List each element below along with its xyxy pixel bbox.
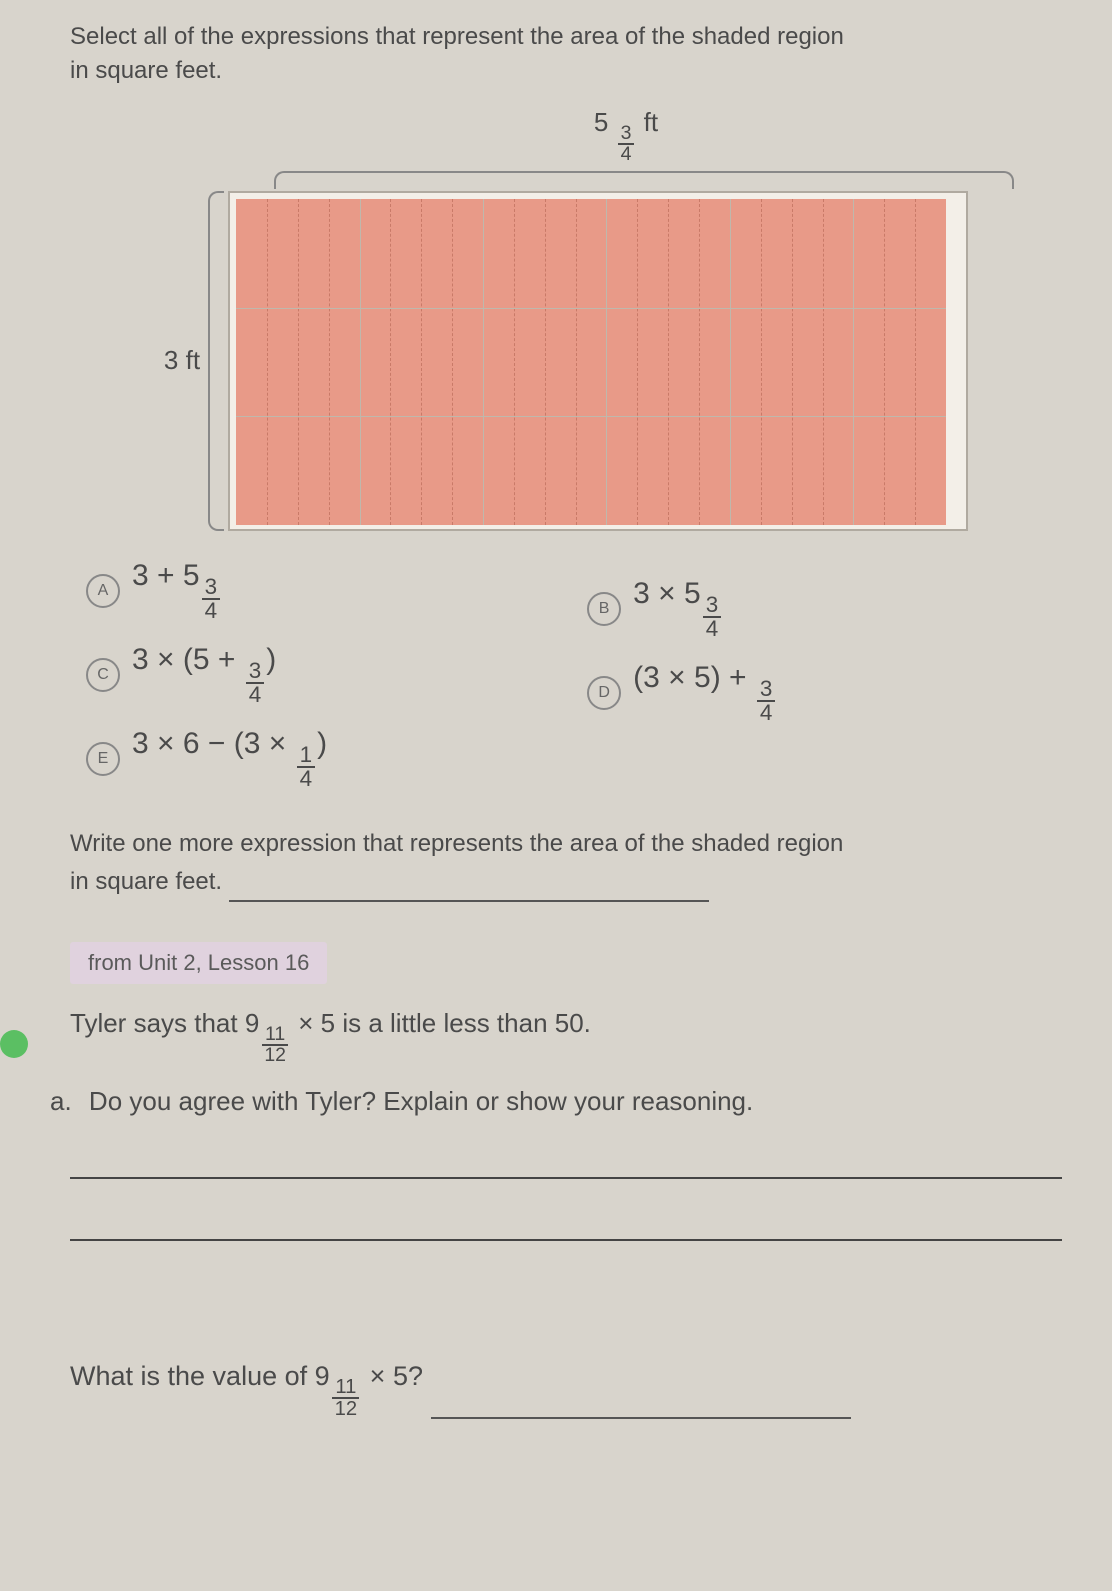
option-b-prefix: 3 × 5 (633, 577, 701, 610)
width-dimension-label: 5 3 4 ft (70, 107, 1062, 165)
width-frac-den: 4 (618, 145, 635, 165)
tyler-num: 11 (262, 1025, 288, 1047)
option-a-den: 4 (202, 600, 221, 623)
bottom-answer-blank[interactable] (431, 1387, 851, 1419)
option-d-num: 3 (757, 678, 776, 703)
option-b-num: 3 (703, 594, 722, 619)
option-e-letter: E (86, 742, 120, 776)
tyler-post: × 5 is a little less than 50. (291, 1008, 591, 1038)
question-prompt: Select all of the expressions that repre… (70, 20, 1062, 87)
option-e-prefix: 3 × 6 − (3 × (132, 727, 295, 760)
prompt-line-2: in square feet. (70, 57, 222, 84)
option-c-letter: C (86, 658, 120, 692)
height-dimension-label: 3 ft (164, 345, 200, 376)
bottom-question: What is the value of 91112 × 5? (70, 1361, 1062, 1420)
option-d-fraction: 34 (757, 678, 776, 725)
option-b[interactable]: B 3 × 534 (587, 577, 777, 641)
option-c-suffix: ) (266, 643, 276, 676)
bottom-num: 11 (332, 1377, 359, 1399)
option-d-letter: D (587, 676, 621, 710)
option-c[interactable]: C 3 × (5 + 34) (86, 643, 327, 707)
width-whole: 5 (594, 107, 608, 137)
option-d-prefix: (3 × 5) + (633, 661, 755, 694)
options-left-column: A 3 + 534 C 3 × (5 + 34) E 3 × 6 − (3 × … (86, 559, 327, 791)
option-e-suffix: ) (317, 727, 327, 760)
tyler-fraction: 1112 (261, 1025, 289, 1066)
option-b-letter: B (587, 592, 621, 626)
bottom-den: 12 (332, 1399, 361, 1419)
option-e-expression: 3 × 6 − (3 × 14) (132, 727, 327, 791)
option-c-prefix: 3 × (5 + (132, 643, 244, 676)
shaded-region (236, 199, 946, 525)
prompt-line-1: Select all of the expressions that repre… (70, 23, 844, 50)
width-frac-num: 3 (618, 124, 635, 146)
option-a-num: 3 (202, 576, 221, 601)
option-d-den: 4 (757, 702, 776, 725)
sub-a-text: Do you agree with Tyler? Explain or show… (89, 1086, 753, 1116)
marker-dot-icon (0, 1030, 28, 1058)
option-e-fraction: 14 (297, 744, 316, 791)
answer-blank[interactable] (229, 873, 709, 902)
left-brace (208, 191, 224, 531)
width-fraction: 3 4 (618, 124, 635, 165)
write-expression-prompt: Write one more expression that represent… (70, 825, 1062, 902)
answer-line-2[interactable] (70, 1239, 1062, 1241)
write-line-1: Write one more expression that represent… (70, 830, 843, 857)
option-b-den: 4 (703, 618, 722, 641)
area-diagram: 3 ft (70, 191, 1062, 531)
tyler-statement: Tyler says that 91112 × 5 is a little le… (70, 1008, 1062, 1066)
option-a-fraction: 34 (202, 576, 221, 623)
option-b-fraction: 34 (703, 594, 722, 641)
option-b-expression: 3 × 534 (633, 577, 723, 641)
sub-question-a: a. Do you agree with Tyler? Explain or s… (50, 1086, 1062, 1117)
write-line-2: in square feet. (70, 868, 222, 895)
option-c-expression: 3 × (5 + 34) (132, 643, 276, 707)
tyler-pre: Tyler says that 9 (70, 1008, 259, 1038)
option-a-prefix: 3 + 5 (132, 559, 200, 592)
tyler-den: 12 (261, 1046, 289, 1066)
options-right-column: B 3 × 534 D (3 × 5) + 34 (587, 577, 777, 791)
option-a[interactable]: A 3 + 534 (86, 559, 327, 623)
bottom-fraction: 1112 (332, 1377, 361, 1420)
bottom-pre: What is the value of 9 (70, 1361, 330, 1391)
top-brace (274, 171, 1014, 189)
option-a-letter: A (86, 574, 120, 608)
diagram-frame (228, 191, 968, 531)
option-c-num: 3 (246, 660, 265, 685)
answer-line-1[interactable] (70, 1177, 1062, 1179)
option-c-den: 4 (246, 684, 265, 707)
option-e[interactable]: E 3 × 6 − (3 × 14) (86, 727, 327, 791)
option-c-fraction: 34 (246, 660, 265, 707)
lesson-tag: from Unit 2, Lesson 16 (70, 942, 327, 984)
option-d-expression: (3 × 5) + 34 (633, 661, 777, 725)
option-a-expression: 3 + 534 (132, 559, 222, 623)
sub-a-label: a. (50, 1086, 72, 1116)
width-unit: ft (644, 107, 658, 137)
option-e-num: 1 (297, 744, 316, 769)
bottom-post: × 5? (362, 1361, 423, 1391)
answer-options: A 3 + 534 C 3 × (5 + 34) E 3 × 6 − (3 × … (86, 559, 1062, 791)
option-e-den: 4 (297, 768, 316, 791)
option-d[interactable]: D (3 × 5) + 34 (587, 661, 777, 725)
